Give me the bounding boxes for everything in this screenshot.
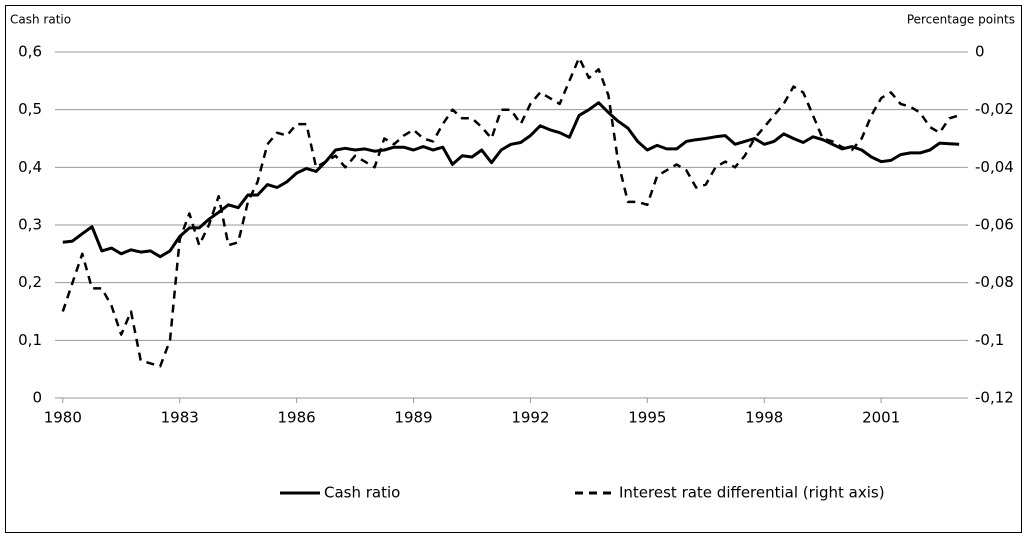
y-tick-label: 0,6 [18, 43, 42, 61]
legend-label: Cash ratio [324, 484, 400, 502]
series-line [62, 101, 960, 259]
x-tick-label: 1995 [628, 409, 666, 427]
x-tick-label: 1986 [278, 409, 316, 427]
x-tick-label: 1980 [44, 409, 82, 427]
x-tick-label: 1989 [394, 409, 432, 427]
y2-tick-label: -0,1 [975, 331, 1004, 349]
x-tick-label: 1998 [745, 409, 783, 427]
y2-tick-label: 0 [975, 43, 985, 61]
y-tick-label: 0,4 [18, 158, 42, 176]
x-tick-label: 1992 [511, 409, 549, 427]
legend-label: Interest rate differential (right axis) [619, 484, 885, 502]
y-axis-label: Cash ratio [10, 13, 71, 27]
y-tick-label: 0 [32, 389, 42, 407]
y-tick-label: 0,1 [18, 331, 42, 349]
y2-tick-label: -0,02 [975, 100, 1014, 118]
y2-tick-label: -0,06 [975, 216, 1014, 234]
y2-tick-label: -0,04 [975, 158, 1014, 176]
frame [5, 5, 1022, 533]
y2-tick-label: -0,08 [975, 273, 1014, 291]
x-tick-label: 2001 [862, 409, 900, 427]
y-tick-label: 0,3 [18, 216, 42, 234]
y2-tick-label: -0,12 [975, 389, 1014, 407]
x-tick-label: 1983 [161, 409, 199, 427]
y-tick-label: 0,2 [18, 273, 42, 291]
series-line [61, 56, 960, 368]
y-tick-label: 0,5 [18, 100, 42, 118]
y2-axis-label: Percentage points [907, 13, 1015, 27]
